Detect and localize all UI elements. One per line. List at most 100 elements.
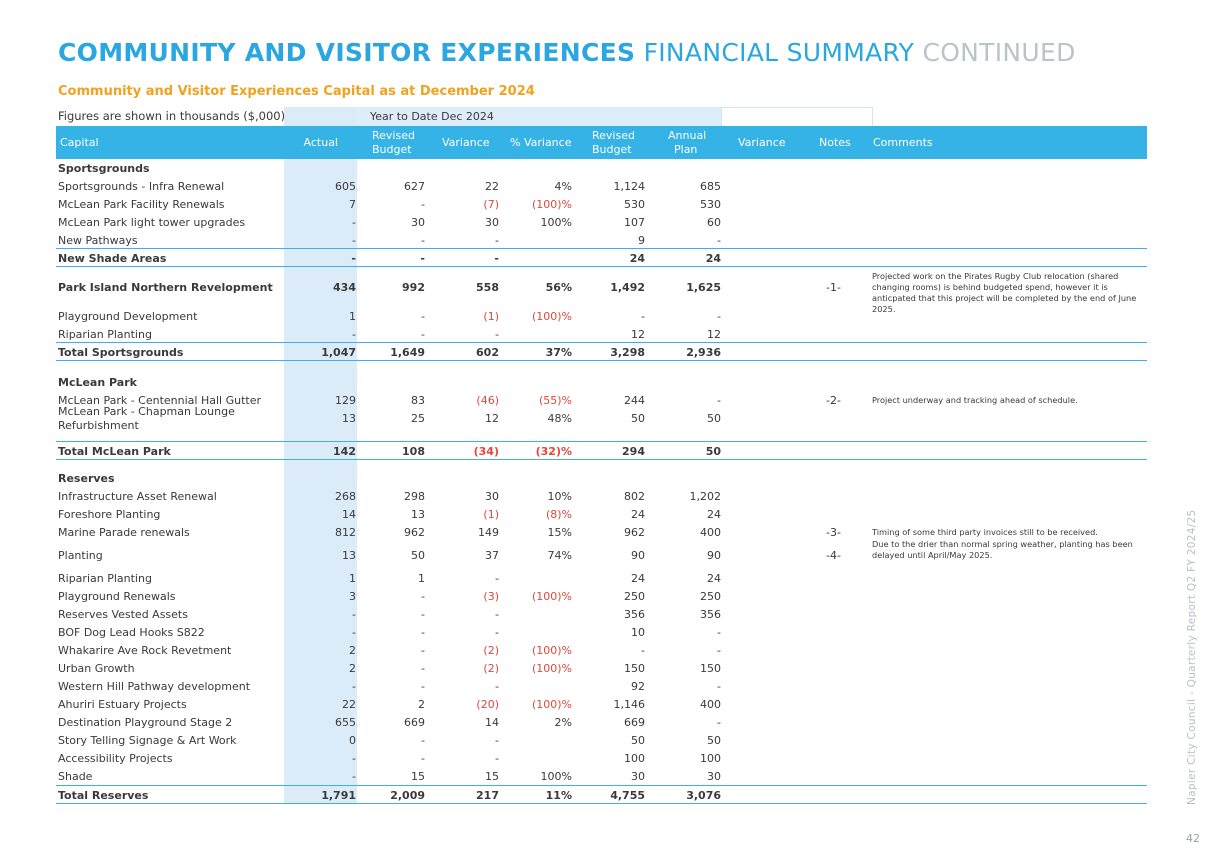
cell-plan: 150 — [700, 662, 721, 675]
cell-actual: 3 — [349, 590, 356, 603]
cell-actual: - — [352, 234, 356, 247]
cell-var: (2) — [483, 644, 499, 657]
cell-var: - — [495, 680, 499, 693]
cell-actual: - — [352, 752, 356, 765]
cell-pct: 48% — [547, 412, 572, 425]
cell-pct: 37% — [545, 346, 572, 359]
cell-var: 12 — [485, 412, 499, 425]
cell-var: 30 — [485, 490, 499, 503]
row-label: Sportsgrounds — [58, 162, 150, 175]
cell-note: -3- — [826, 526, 841, 539]
cell-rb: - — [421, 310, 425, 323]
cell-rb: 13 — [411, 508, 425, 521]
cell-plan: 3,076 — [686, 789, 721, 802]
cell-plan: - — [717, 626, 721, 639]
cell-rbud: - — [641, 644, 645, 657]
cell-rb: 25 — [411, 412, 425, 425]
cell-plan: 400 — [700, 698, 721, 711]
cell-rb: - — [421, 662, 425, 675]
cell-rb: - — [421, 680, 425, 693]
cell-rbud: 24 — [629, 252, 645, 265]
row-label: Riparian Planting — [58, 572, 152, 585]
row-divider — [56, 342, 1147, 343]
cell-pct: (32)% — [535, 445, 572, 458]
cell-var: 15 — [485, 770, 499, 783]
cell-var: (2) — [483, 662, 499, 675]
cell-plan: 400 — [700, 526, 721, 539]
row-label: Park Island Northern Revelopment — [58, 281, 273, 294]
ytd-band — [357, 107, 721, 127]
cell-rb: - — [421, 644, 425, 657]
cell-var: 30 — [485, 216, 499, 229]
cell-rbud: 4,755 — [610, 789, 645, 802]
row-label: Planting — [58, 549, 103, 562]
title-part-3: CONTINUED — [914, 38, 1076, 67]
cell-rbud: 1,492 — [610, 281, 645, 294]
cell-actual: 129 — [335, 394, 356, 407]
cell-pct: (100)% — [531, 662, 572, 675]
cell-rb: 108 — [402, 445, 425, 458]
cell-rb: 992 — [402, 281, 425, 294]
cell-actual: 2 — [349, 644, 356, 657]
cell-plan: - — [717, 716, 721, 729]
cell-var: 149 — [478, 526, 499, 539]
cell-pct: 74% — [547, 549, 572, 562]
cell-pct: 100% — [540, 770, 572, 783]
row-label: Destination Playground Stage 2 — [58, 716, 233, 729]
figures-note: Figures are shown in thousands ($,000) — [58, 109, 286, 123]
cell-rb: - — [421, 752, 425, 765]
header-annual-2: Plan — [674, 143, 698, 156]
ytd-label: Year to Date Dec 2024 — [370, 110, 494, 123]
cell-plan: 100 — [700, 752, 721, 765]
cell-pct: 4% — [554, 180, 572, 193]
row-label: New Pathways — [58, 234, 138, 247]
cell-actual: 14 — [342, 508, 356, 521]
row-label: Foreshore Planting — [58, 508, 161, 521]
cell-rbud: 1,124 — [613, 180, 646, 193]
row-divider — [56, 459, 1147, 460]
cell-plan: - — [717, 234, 721, 247]
cell-var: (1) — [483, 310, 499, 323]
cell-actual: 142 — [333, 445, 356, 458]
cell-actual: - — [351, 252, 356, 265]
cell-note: -4- — [826, 549, 841, 562]
cell-rb: - — [421, 626, 425, 639]
row-label: McLean Park Facility Renewals — [58, 198, 225, 211]
row-label: New Shade Areas — [58, 252, 167, 265]
cell-rbud: 356 — [624, 608, 645, 621]
title-part-1: COMMUNITY AND VISITOR EXPERIENCES — [58, 38, 636, 67]
cell-rbud: 150 — [624, 662, 645, 675]
header-actual: Actual — [303, 136, 338, 149]
cell-var: 217 — [476, 789, 499, 802]
cell-plan: 530 — [700, 198, 721, 211]
cell-pct: (100)% — [531, 590, 572, 603]
row-label: Playground Renewals — [58, 590, 176, 603]
cell-rb: 50 — [411, 549, 425, 562]
cell-actual: - — [352, 626, 356, 639]
cell-rb: 15 — [411, 770, 425, 783]
header-pct-variance: % Variance — [510, 136, 572, 149]
cell-rb: 1,649 — [390, 346, 425, 359]
header-variance: Variance — [442, 136, 490, 149]
page-title: COMMUNITY AND VISITOR EXPERIENCES FINANC… — [58, 38, 1076, 67]
header-variance-2: Variance — [738, 136, 786, 149]
cell-rbud: 12 — [631, 328, 645, 341]
table-header: Capital Actual Revised Budget Variance %… — [56, 126, 1147, 159]
cell-note: -1- — [826, 281, 841, 294]
section-subtitle: Community and Visitor Experiences Capita… — [58, 84, 535, 99]
cell-rbud: 24 — [631, 572, 645, 585]
row-label: Accessibility Projects — [58, 752, 173, 765]
cell-var: 14 — [485, 716, 499, 729]
header-comments: Comments — [873, 136, 933, 149]
row-label: Sportsgrounds - Infra Renewal — [58, 180, 225, 193]
cell-var: (3) — [483, 590, 499, 603]
cell-actual: - — [352, 216, 356, 229]
cell-rbud: 250 — [624, 590, 645, 603]
cell-actual: 7 — [349, 198, 356, 211]
cell-var: 37 — [485, 549, 499, 562]
cell-actual: 1 — [349, 572, 356, 585]
cell-pct: 2% — [554, 716, 572, 729]
cell-actual: 1,047 — [321, 346, 356, 359]
cell-plan: 24 — [707, 572, 721, 585]
cell-var: (1) — [483, 508, 499, 521]
